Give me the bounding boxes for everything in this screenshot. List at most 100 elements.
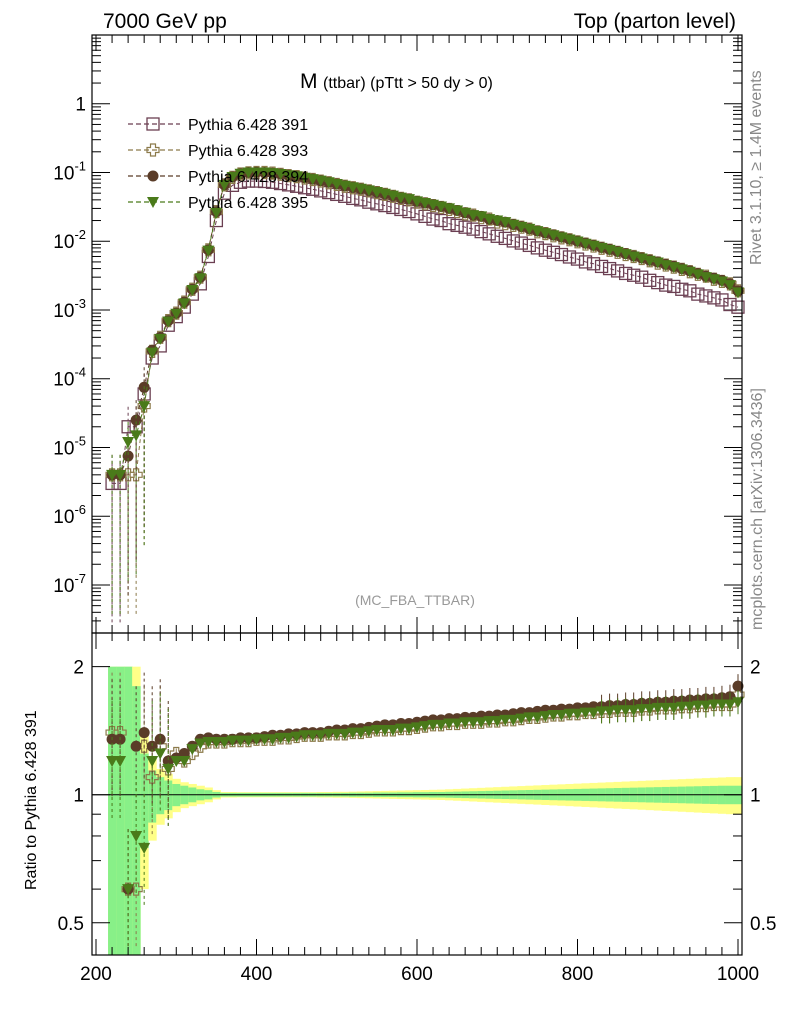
data-point <box>602 261 617 276</box>
data-point <box>370 724 383 736</box>
x-tick-label: 800 <box>562 964 594 985</box>
data-point <box>715 293 729 307</box>
data-point <box>715 699 728 711</box>
data-point <box>531 712 544 724</box>
data-point <box>274 732 287 744</box>
data-point <box>394 723 407 735</box>
data-point <box>250 734 263 746</box>
data-point <box>723 699 736 711</box>
data-point <box>715 276 728 288</box>
ratio-y-tick-label: 0.5 <box>58 914 84 935</box>
data-point <box>146 117 160 131</box>
ratio-y-tick-label: 1 <box>73 786 84 807</box>
series-line <box>112 171 739 476</box>
data-point <box>154 333 167 345</box>
data-point <box>538 243 553 257</box>
data-point <box>146 143 160 157</box>
data-point <box>731 287 744 299</box>
data-point <box>427 719 440 731</box>
data-point <box>732 680 744 692</box>
data-point <box>106 756 119 768</box>
series-pythia-6-428-395 <box>106 167 744 615</box>
data-point <box>146 347 159 359</box>
data-point <box>522 238 536 253</box>
main-y-tick-label: 10-4 <box>53 365 86 391</box>
data-point <box>627 268 641 282</box>
data-point <box>330 728 343 740</box>
main-series-layer <box>105 165 745 624</box>
data-point <box>362 726 375 738</box>
series-pythia-6-428-394 <box>106 166 744 615</box>
data-point <box>186 744 199 756</box>
data-point <box>442 217 456 231</box>
data-point <box>146 756 159 768</box>
data-point <box>683 284 697 298</box>
data-point <box>194 273 207 285</box>
data-point <box>266 168 279 180</box>
data-point <box>298 730 311 742</box>
data-point <box>258 167 271 179</box>
ratio-y-ticks: 0.5 0.5 1 1 2 2 <box>58 658 777 935</box>
data-point <box>635 704 648 716</box>
data-point <box>147 197 159 208</box>
data-point <box>386 724 399 736</box>
data-point <box>587 707 600 719</box>
main-y-tick-label: 10-3 <box>53 296 86 322</box>
data-point <box>290 731 303 743</box>
data-point <box>450 218 464 233</box>
ratio-y-axis-label: Ratio to Pythia 6.428 391 <box>23 710 40 890</box>
data-point <box>138 727 150 739</box>
data-point <box>266 734 279 746</box>
data-point <box>354 727 367 739</box>
ratio-y-tick-label-right: 0.5 <box>750 914 776 935</box>
data-point <box>435 719 448 731</box>
series-line <box>112 171 739 476</box>
data-point <box>322 728 335 740</box>
data-point <box>595 706 608 718</box>
data-point <box>539 711 552 723</box>
ratio-y-tick-label: 2 <box>73 658 84 679</box>
data-point <box>643 273 657 287</box>
data-point <box>523 712 536 724</box>
data-point <box>627 705 640 717</box>
data-point <box>234 735 247 747</box>
data-point <box>121 420 135 434</box>
data-point <box>242 735 255 747</box>
data-point <box>619 705 632 717</box>
data-point <box>579 707 592 719</box>
data-point <box>459 717 472 729</box>
series-pythia-6-428-391 <box>105 174 745 624</box>
mcplots-credit-label: mcplots.cern.ch [arXiv:1306.3436] <box>749 388 766 630</box>
data-point <box>562 250 577 264</box>
data-point <box>482 227 496 241</box>
data-point <box>586 257 601 271</box>
x-axis-ticks: 200 400 600 800 1000 <box>80 35 759 985</box>
data-point <box>106 469 119 481</box>
ratio-series-layer <box>105 672 745 950</box>
data-point <box>250 167 263 179</box>
data-point <box>218 179 231 191</box>
data-point <box>443 718 456 730</box>
data-point <box>218 737 231 749</box>
data-point <box>114 756 127 768</box>
legend-label: Pythia 6.428 391 <box>188 117 308 134</box>
data-point <box>130 414 142 426</box>
data-point <box>138 842 151 854</box>
ratio-series-pythia-6-428-395 <box>106 690 744 950</box>
legend-label: Pythia 6.428 394 <box>188 169 308 186</box>
data-point <box>202 737 215 749</box>
data-point <box>723 297 737 312</box>
legend-label: Pythia 6.428 395 <box>188 195 308 212</box>
data-point <box>314 730 327 742</box>
data-point <box>210 207 223 219</box>
analysis-watermark: (MC_FBA_TTBAR) <box>355 592 475 608</box>
ratio-series-pythia-6-428-394 <box>106 672 744 950</box>
data-point <box>570 252 585 266</box>
data-point <box>603 706 616 718</box>
main-y-tick-label: 10-1 <box>53 158 86 184</box>
data-point <box>451 718 464 730</box>
data-point <box>530 241 545 255</box>
data-point <box>130 740 142 752</box>
series-line <box>112 171 739 476</box>
